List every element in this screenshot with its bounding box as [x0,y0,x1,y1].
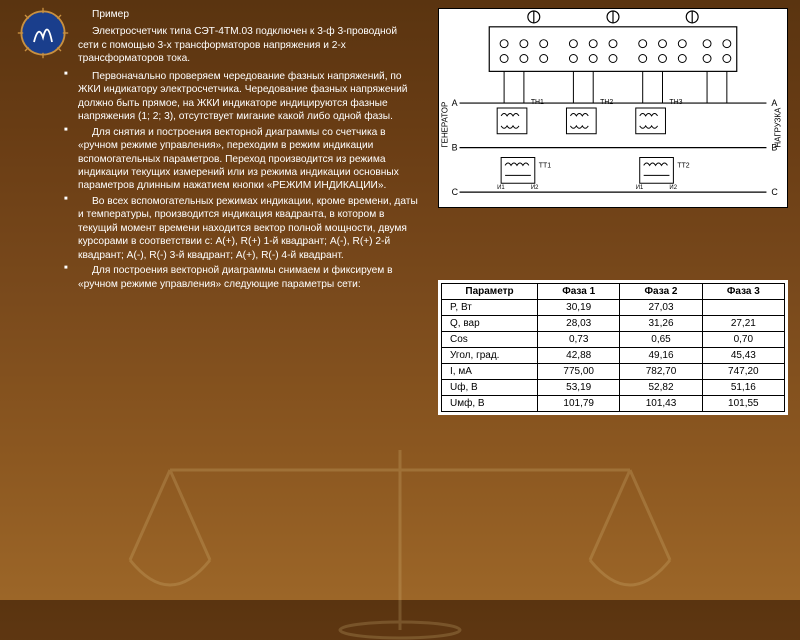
table-row: Uф, В53,1952,8251,16 [442,380,785,396]
param-value: 782,70 [620,364,702,380]
phase-label: B [452,143,458,153]
bullet-item: Для построения векторной диаграммы снима… [78,264,418,291]
table-row: Угол, град.42,8849,1645,43 [442,348,785,364]
param-value: 101,79 [538,396,620,412]
generator-label: ГЕНЕРАТОР [441,102,450,148]
param-name: Угол, град. [442,348,538,364]
example-heading: Пример [78,8,418,21]
param-name: Uмф, В [442,396,538,412]
param-value: 27,21 [702,316,784,332]
param-value: 775,00 [538,364,620,380]
param-value: 747,20 [702,364,784,380]
param-value: 0,73 [538,332,620,348]
param-value [702,300,784,316]
col-header: Параметр [442,284,538,300]
param-value: 30,19 [538,300,620,316]
col-header: Фаза 3 [702,284,784,300]
param-value: 101,55 [702,396,784,412]
param-value: 0,70 [702,332,784,348]
param-value: 101,43 [620,396,702,412]
param-value: 0,65 [620,332,702,348]
phase-label: A [452,98,458,108]
svg-text:И1: И1 [497,185,505,191]
slide-text: Пример Электросчетчик типа СЭТ-4ТМ.03 по… [78,8,418,293]
logo [16,6,70,60]
param-name: I, мА [442,364,538,380]
table-row: Cos0,730,650,70 [442,332,785,348]
bullet-list: Первоначально проверяем чередование фазн… [78,70,418,291]
svg-text:ТН2: ТН2 [600,99,613,106]
col-header: Фаза 2 [620,284,702,300]
table-row: Q, вар28,0331,2627,21 [442,316,785,332]
param-value: 28,03 [538,316,620,332]
bullet-item: Первоначально проверяем чередование фазн… [78,70,418,124]
example-body: Электросчетчик типа СЭТ-4ТМ.03 подключен… [78,25,418,65]
param-value: 42,88 [538,348,620,364]
param-value: 51,16 [702,380,784,396]
param-value: 52,82 [620,380,702,396]
load-label: НАГРУЗКА [773,107,782,148]
param-value: 31,26 [620,316,702,332]
param-value: 53,19 [538,380,620,396]
table-row: I, мА775,00782,70747,20 [442,364,785,380]
phase-label: C [771,187,778,197]
param-value: 49,16 [620,348,702,364]
scales-watermark [50,440,750,640]
phase-label: C [452,187,459,197]
param-value: 45,43 [702,348,784,364]
svg-text:И1: И1 [636,185,644,191]
parameter-table: Параметр Фаза 1 Фаза 2 Фаза 3 P, Вт30,19… [438,280,788,415]
bullet-item: Во всех вспомогательных режимах индикаци… [78,195,418,262]
col-header: Фаза 1 [538,284,620,300]
svg-text:ТТ1: ТТ1 [539,162,551,169]
svg-text:ТН3: ТН3 [669,99,682,106]
table-row: Uмф, В101,79101,43101,55 [442,396,785,412]
table-row: P, Вт30,1927,03 [442,300,785,316]
wiring-diagram: A B C A B C ТН1 ТН2 ТН3 ТТ1 И1 И2 ТТ2 И [438,8,788,208]
svg-text:ТН1: ТН1 [531,99,544,106]
param-value: 27,03 [620,300,702,316]
svg-text:И2: И2 [531,185,539,191]
phase-label: A [771,98,777,108]
param-name: Cos [442,332,538,348]
param-name: Uф, В [442,380,538,396]
svg-text:ТТ2: ТТ2 [677,162,689,169]
param-name: P, Вт [442,300,538,316]
param-name: Q, вар [442,316,538,332]
bullet-item: Для снятия и построения векторной диагра… [78,126,418,193]
svg-text:И2: И2 [669,185,677,191]
